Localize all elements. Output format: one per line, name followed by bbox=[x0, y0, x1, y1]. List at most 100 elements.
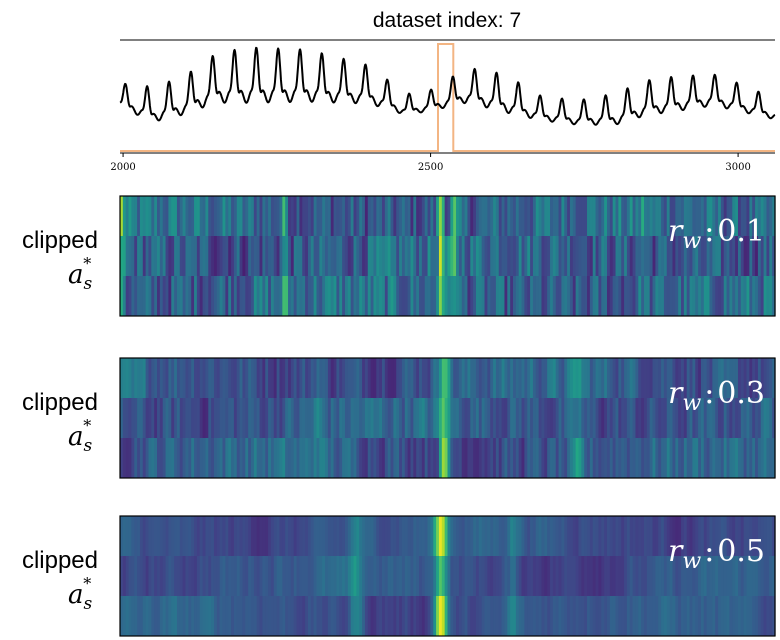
heatmap-cell bbox=[148, 438, 152, 478]
heatmap-cell bbox=[362, 516, 366, 556]
heatmap-cell bbox=[430, 596, 434, 636]
heatmap-cell bbox=[299, 556, 303, 596]
heatmap-cell bbox=[344, 438, 349, 478]
heatmap-cell bbox=[270, 358, 275, 398]
heatmap-cell bbox=[356, 438, 360, 478]
heatmap-cell bbox=[171, 516, 175, 556]
heatmap-cell bbox=[592, 196, 597, 236]
heatmap-cell bbox=[703, 398, 708, 438]
rw-label: rw:0.3 bbox=[668, 376, 765, 416]
heatmap-cell bbox=[661, 196, 665, 236]
heatmap-cell bbox=[270, 438, 275, 478]
heatmap-cell bbox=[279, 196, 283, 236]
heatmap-cell bbox=[330, 596, 335, 636]
heatmap-cell bbox=[137, 276, 141, 316]
heatmap-cell bbox=[125, 398, 130, 438]
heatmap-cell bbox=[282, 516, 286, 556]
heatmap-cell bbox=[256, 438, 261, 478]
heatmap-cell bbox=[737, 516, 742, 556]
heatmap-cell bbox=[726, 438, 731, 478]
heatmap-cell bbox=[211, 438, 215, 478]
heatmap-cell bbox=[384, 438, 389, 478]
heatmap-cell bbox=[364, 358, 369, 398]
heatmap-cell bbox=[390, 596, 394, 636]
heatmap-cell bbox=[319, 358, 323, 398]
heatmap-cell bbox=[763, 276, 768, 316]
heatmap-cell bbox=[262, 438, 266, 478]
heatmap-cell bbox=[390, 516, 394, 556]
heatmap-cell bbox=[259, 596, 263, 636]
heatmap-cell bbox=[362, 438, 366, 478]
heatmap-cell bbox=[188, 196, 192, 236]
heatmap-cell bbox=[182, 398, 187, 438]
heatmap-cell bbox=[646, 358, 651, 398]
heatmap-cell bbox=[239, 596, 244, 636]
heatmap-cell bbox=[698, 516, 702, 556]
heatmap-cell bbox=[305, 556, 309, 596]
heatmap-cell bbox=[575, 358, 580, 398]
heatmap-cell bbox=[669, 236, 674, 276]
heatmap-cell bbox=[615, 398, 619, 438]
heatmap-cell bbox=[550, 358, 554, 398]
heatmap-cell bbox=[769, 596, 773, 636]
heatmap-cell bbox=[401, 516, 406, 556]
heatmap-cell bbox=[401, 438, 406, 478]
heatmap-cell bbox=[151, 236, 155, 276]
heatmap-cell bbox=[564, 358, 568, 398]
heatmap-cell bbox=[587, 398, 591, 438]
heatmap-cell bbox=[632, 358, 637, 398]
heatmap-cell bbox=[347, 596, 352, 636]
heatmap-cell bbox=[606, 276, 611, 316]
heatmap-cell bbox=[433, 556, 437, 596]
heatmap-cell bbox=[441, 596, 446, 636]
heatmap-cell bbox=[564, 596, 568, 636]
heatmap-cell bbox=[669, 196, 674, 236]
heatmap-cell bbox=[407, 556, 412, 596]
heatmap-cell bbox=[137, 438, 141, 478]
heatmap-cell bbox=[475, 276, 480, 316]
heatmap-cell bbox=[313, 398, 318, 438]
heatmap-cell bbox=[504, 398, 508, 438]
heatmap-cell bbox=[251, 556, 255, 596]
heatmap-cell bbox=[231, 516, 235, 556]
heatmap-cell bbox=[137, 236, 141, 276]
heatmap-cell bbox=[424, 358, 429, 398]
heatmap-cell bbox=[279, 596, 283, 636]
heatmap-cell bbox=[652, 358, 656, 398]
heatmap-cell bbox=[325, 438, 329, 478]
heatmap-cell bbox=[259, 516, 263, 556]
heatmap-cell bbox=[709, 196, 713, 236]
heatmap-cell bbox=[265, 236, 269, 276]
heatmap-cell bbox=[251, 358, 255, 398]
heatmap-cell bbox=[484, 556, 488, 596]
heatmap-cell bbox=[242, 236, 246, 276]
heatmap-cell bbox=[176, 196, 181, 236]
heatmap-cell bbox=[461, 236, 466, 276]
heatmap-cell bbox=[581, 236, 585, 276]
heatmap-cell bbox=[305, 516, 309, 556]
heatmap-cell bbox=[441, 398, 446, 438]
heatmap-cell bbox=[401, 398, 406, 438]
heatmap-cell bbox=[233, 196, 238, 236]
heatmap-cell bbox=[521, 516, 525, 556]
heatmap-cell bbox=[495, 276, 500, 316]
heatmap-cell bbox=[515, 196, 520, 236]
heatmap-cell bbox=[615, 438, 619, 478]
heatmap-cell bbox=[182, 358, 187, 398]
heatmap-cell bbox=[419, 438, 423, 478]
heatmap-cell bbox=[421, 516, 426, 556]
heatmap-cell bbox=[325, 596, 329, 636]
heatmap-cell bbox=[538, 398, 543, 438]
heatmap-cell bbox=[350, 516, 355, 556]
heatmap-cell bbox=[735, 236, 739, 276]
heatmap-cell bbox=[655, 358, 659, 398]
heatmap-cell bbox=[501, 516, 506, 556]
heatmap-cell bbox=[763, 596, 768, 636]
heatmap-cell bbox=[288, 516, 292, 556]
heatmap-cell bbox=[236, 398, 241, 438]
heatmap-cell bbox=[518, 358, 523, 398]
heatmap-cell bbox=[626, 236, 631, 276]
heatmap-cell bbox=[609, 596, 614, 636]
heatmap-cell bbox=[501, 556, 506, 596]
